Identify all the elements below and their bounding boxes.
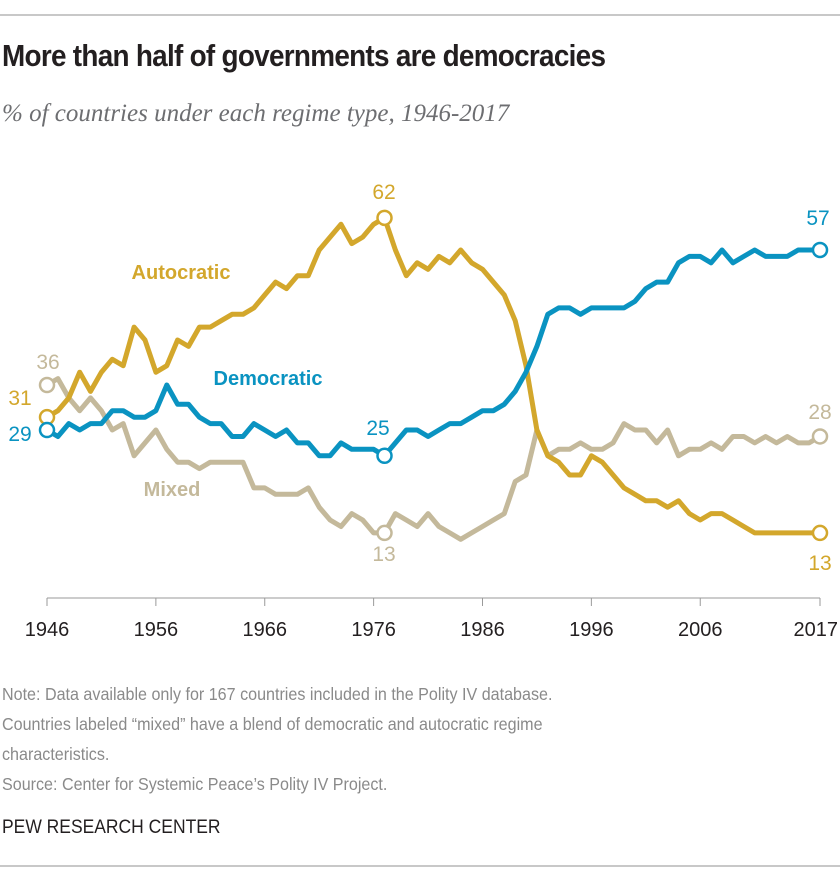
brand-label: PEW RESEARCH CENTER xyxy=(2,817,221,838)
endpoint-marker-autocratic xyxy=(811,524,829,542)
chart-subtitle: % of countries under each regime type, 1… xyxy=(2,100,510,127)
endpoint-marker-democratic xyxy=(38,421,56,439)
endpoint-marker-democratic xyxy=(376,447,393,464)
series-line-autocratic xyxy=(44,215,823,536)
endpoint-marker-mixed xyxy=(38,376,56,394)
top-rule xyxy=(0,14,840,16)
data-label-autocratic: 62 xyxy=(372,181,395,204)
endpoint-marker-democratic xyxy=(811,241,829,259)
data-label-mixed: 13 xyxy=(372,543,395,566)
endpoint-marker-mixed xyxy=(376,524,393,542)
series-label-democratic: Democratic xyxy=(214,368,323,390)
x-tick-label: 1996 xyxy=(569,619,614,641)
data-label-democratic: 25 xyxy=(366,417,389,440)
data-label-mixed: 28 xyxy=(808,401,831,424)
note-line-2: Countries labeled “mixed” have a blend o… xyxy=(2,714,543,734)
series-label-autocratic: Autocratic xyxy=(132,262,231,284)
chart-title: More than half of governments are democr… xyxy=(2,38,606,73)
x-tick-label: 1966 xyxy=(242,619,287,641)
x-tick-label: 2006 xyxy=(678,619,723,641)
note-line-3: characteristics. xyxy=(2,744,110,764)
x-tick-label: 1946 xyxy=(25,619,70,641)
data-label-autocratic: 31 xyxy=(8,387,31,410)
endpoint-marker-autocratic xyxy=(376,209,393,227)
data-label-democratic: 29 xyxy=(8,423,31,446)
bottom-rule xyxy=(0,865,840,867)
data-label-mixed: 36 xyxy=(36,351,59,374)
x-tick-label: 2017 xyxy=(794,619,839,641)
data-label-democratic: 57 xyxy=(806,207,829,230)
endpoint-marker-mixed xyxy=(811,428,829,445)
source-line: Source: Center for Systemic Peace’s Poli… xyxy=(2,774,388,794)
x-tick-label: 1956 xyxy=(134,619,179,641)
series-label-mixed: Mixed xyxy=(144,479,201,501)
series-line-mixed xyxy=(44,376,823,542)
note-line-1: Note: Data available only for 167 countr… xyxy=(2,684,553,704)
data-label-autocratic: 13 xyxy=(808,552,831,575)
x-tick-label: 1976 xyxy=(351,619,396,641)
series-line-democratic xyxy=(44,247,823,459)
x-tick-label: 1986 xyxy=(460,619,505,641)
